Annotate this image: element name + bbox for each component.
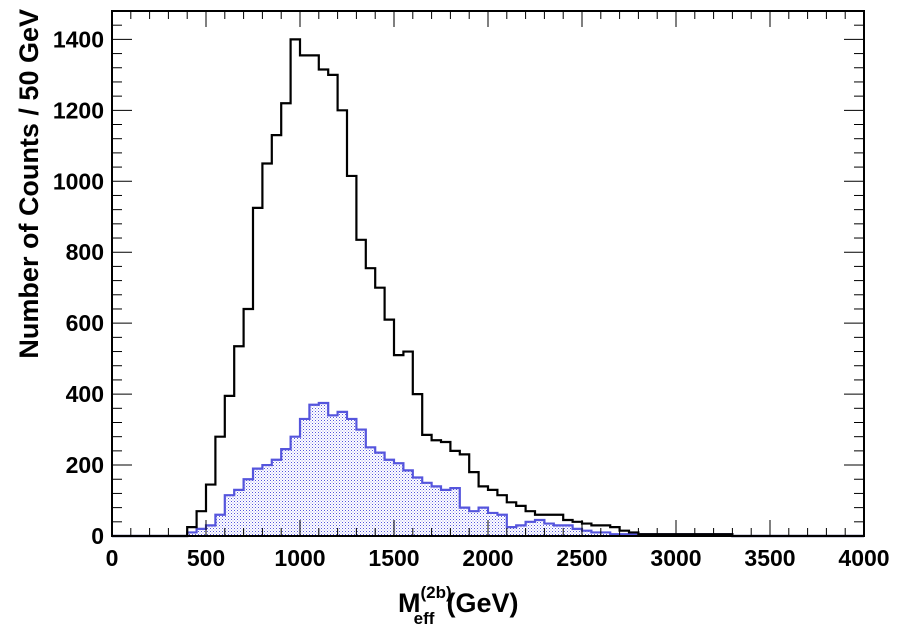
x-tick-label: 4000 — [838, 545, 889, 571]
x-tick-label: 2500 — [556, 545, 607, 571]
x-axis-title: M(2b) eff (GeV) — [398, 583, 518, 624]
y-tick-label: 400 — [66, 381, 104, 407]
y-tick-label: 800 — [66, 239, 104, 265]
y-tick-label: 600 — [66, 310, 104, 336]
x-axis-title-unit: (GeV) — [446, 588, 518, 618]
x-tick-label: 0 — [106, 545, 119, 571]
plot-frame — [111, 10, 865, 537]
series-0-line — [112, 38, 864, 538]
y-tick-label: 1200 — [53, 97, 104, 123]
x-tick-label: 3500 — [744, 545, 795, 571]
x-axis-title-subscript: eff — [414, 609, 435, 624]
y-tick-label: 1000 — [53, 168, 104, 194]
ticks-layer — [111, 10, 865, 537]
y-tick-label: 1400 — [53, 26, 104, 52]
y-tick-label: 0 — [91, 523, 104, 549]
x-tick-label: 1500 — [368, 545, 419, 571]
x-tick-label: 2000 — [462, 545, 513, 571]
labels-layer: 0 500 1000 1500 2000 2500 3000 3500 4000 0 200 400 6… — [53, 26, 890, 571]
x-tick-label: 500 — [187, 545, 225, 571]
x-tick-label: 1000 — [274, 545, 325, 571]
x-axis-title-superscript: (2b) — [421, 583, 452, 602]
y-tick-label: 200 — [66, 452, 104, 478]
y-axis-title: Number of Counts / 50 GeV — [14, 9, 44, 359]
x-axis-title-main: M — [398, 588, 421, 618]
series-layer — [112, 38, 864, 538]
x-tick-label: 3000 — [650, 545, 701, 571]
